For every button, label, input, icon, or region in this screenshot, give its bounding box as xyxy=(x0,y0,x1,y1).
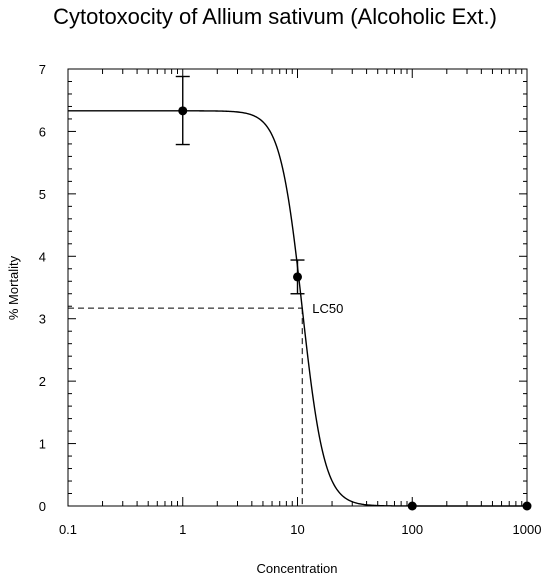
fit-curve xyxy=(68,110,527,507)
y-tick-label: 2 xyxy=(39,374,46,389)
x-tick-label: 1 xyxy=(179,522,186,537)
x-tick-label: 1000 xyxy=(513,522,542,537)
x-tick-label: 0.1 xyxy=(59,522,77,537)
data-point xyxy=(293,272,302,282)
y-tick-label: 3 xyxy=(39,312,46,327)
y-tick-label: 7 xyxy=(39,62,46,77)
data-point xyxy=(178,106,188,116)
y-tick-label: 4 xyxy=(39,249,46,264)
y-tick-label: 5 xyxy=(39,187,46,202)
y-tick-label: 1 xyxy=(39,437,46,452)
chart-title: Cytotoxocity of Allium sativum (Alcoholi… xyxy=(53,4,497,29)
x-tick-label: 10 xyxy=(290,522,304,537)
lc50-label: LC50 xyxy=(312,301,343,316)
y-axis-label: % Mortality xyxy=(6,255,21,320)
x-tick-label: 100 xyxy=(401,522,423,537)
x-axis-label: Concentration xyxy=(257,561,338,576)
y-tick-label: 0 xyxy=(39,499,46,514)
y-tick-label: 6 xyxy=(39,124,46,139)
